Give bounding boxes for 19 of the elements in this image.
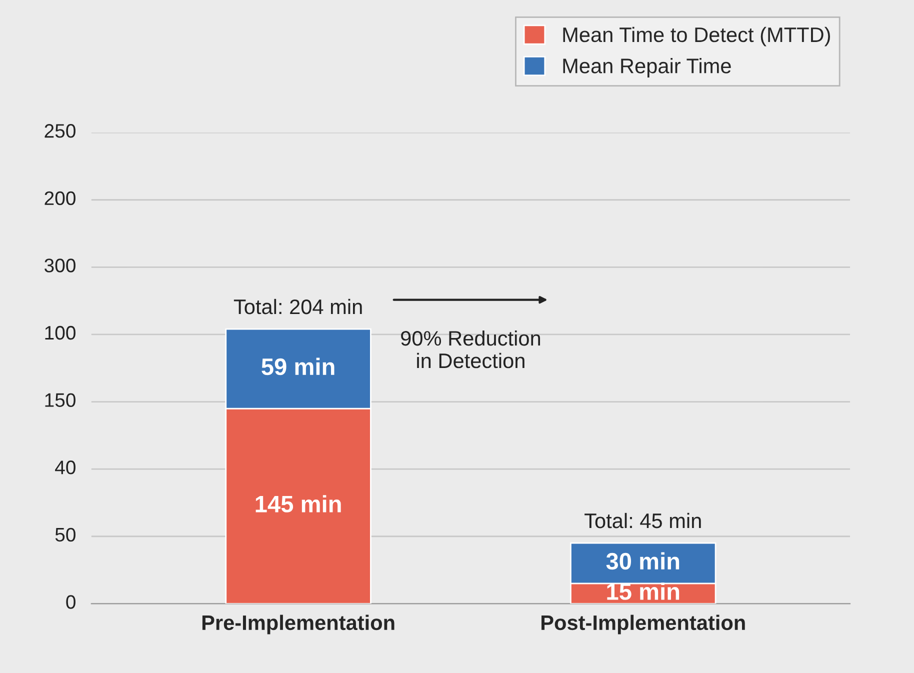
text: 0 xyxy=(66,595,76,609)
total-label: Total: 45 min xyxy=(584,512,701,528)
x-tick-label: Post-Implementation xyxy=(542,614,745,634)
legend-label: Mean Repair Time xyxy=(563,58,731,78)
text: 250 xyxy=(44,124,76,138)
text: 150 xyxy=(45,393,76,407)
text: 300 xyxy=(44,258,76,272)
text: 200 xyxy=(44,191,76,206)
data-label: 15 min xyxy=(607,582,680,600)
text: 50 xyxy=(55,528,76,542)
data-label: 30 min xyxy=(606,552,680,570)
total-label: Total: 204 min xyxy=(234,298,362,314)
annotation: 90% Reduction in Detection xyxy=(401,330,540,368)
data-label: 145 min xyxy=(256,495,341,512)
legend-label: Mean Time to Detect (MTTD) xyxy=(563,26,830,46)
x-tick-label: Pre-Implementation xyxy=(202,614,394,634)
text: 100 xyxy=(45,326,76,340)
text: 40 xyxy=(55,460,76,474)
data-label: 59 min xyxy=(262,358,334,376)
